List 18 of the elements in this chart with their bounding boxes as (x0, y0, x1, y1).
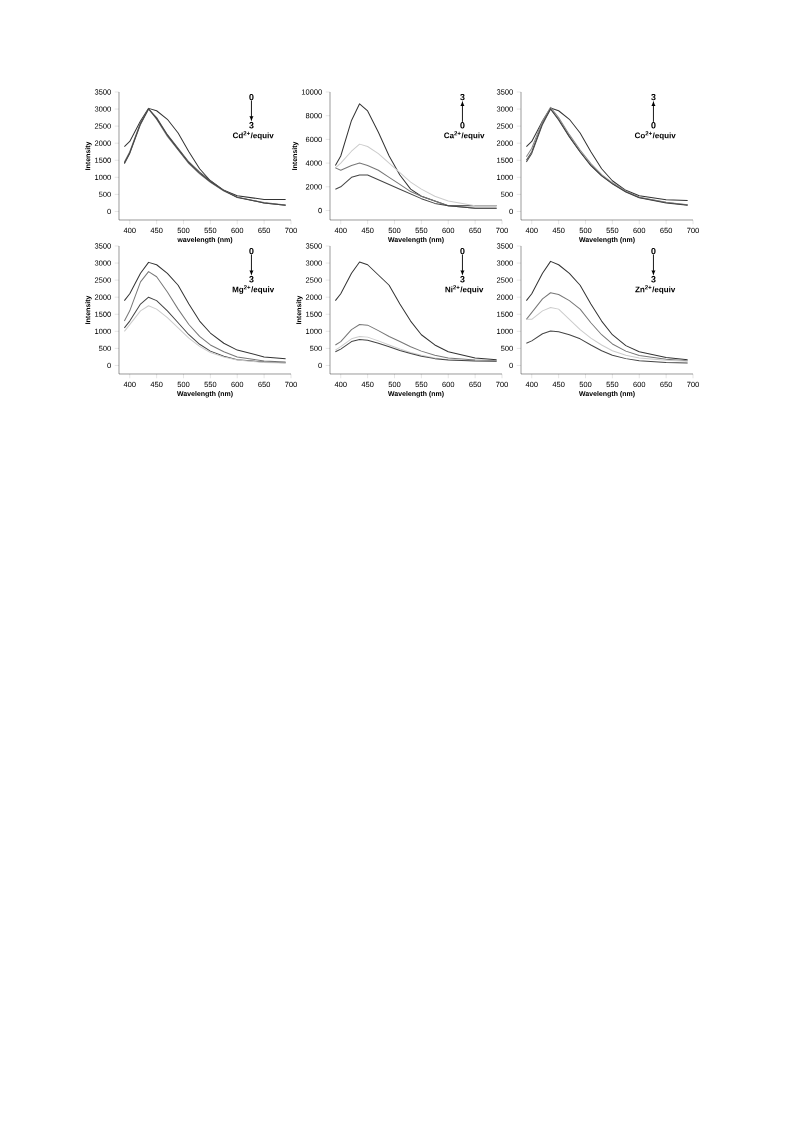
annotation: 0 (460, 122, 465, 129)
annotation: 3 (651, 93, 656, 101)
annotation: 3 (460, 276, 465, 283)
annotation: 3 (460, 93, 465, 101)
annotation: 0 (651, 122, 656, 129)
annotation: Mg$^{2+}$/equiv (232, 285, 275, 294)
annotation: Cd$^{2+}$/equiv (232, 131, 274, 140)
annotation: 0 (460, 247, 465, 255)
annotation: 3 (651, 276, 656, 283)
annotation: 0 (249, 93, 254, 101)
annotation: 3 (249, 276, 254, 283)
annotation: Co$^{2+}$/equiv (634, 131, 676, 140)
annotation: 0 (249, 247, 254, 255)
annotation: Zn$^{2+}$/equiv (635, 285, 676, 294)
annotation: 0 (651, 247, 656, 255)
annotation: Ni$^{2+}$/equiv (445, 285, 484, 294)
annotation: Ca$^{2+}$/equiv (444, 131, 485, 140)
annotation: 3 (249, 122, 254, 129)
